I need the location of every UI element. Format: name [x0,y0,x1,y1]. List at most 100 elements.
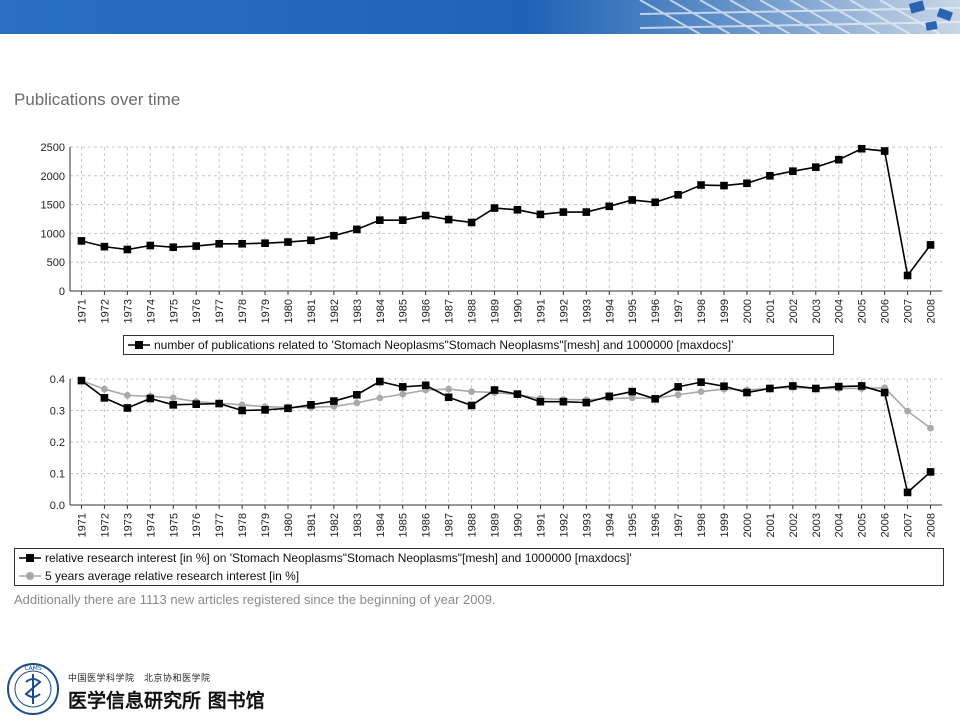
data-point [421,211,430,220]
x-tick-label: 1973 [122,513,134,537]
data-point [513,390,522,398]
x-tick-label: 1981 [306,299,318,323]
x-tick-label: 1984 [375,513,387,537]
data-point [467,401,476,410]
x-tick-label: 1985 [398,299,410,323]
data-point [169,394,177,402]
data-point [261,239,269,247]
data-point [330,397,338,405]
data-point [146,394,155,403]
data-point [215,239,223,248]
x-tick-label: 1982 [329,513,341,537]
data-point [192,242,201,250]
legend-square-marker-icon [128,341,150,349]
data-point [330,231,338,240]
x-tick-label: 2000 [742,513,754,537]
data-point [766,384,774,393]
publications-count-chart: 0 500 1000 1500 2000 2500 1971 1972 1973 1974 1975… [41,142,942,323]
data-point [375,216,384,224]
data-point [421,381,430,390]
data-point [376,394,384,402]
data-point [261,406,269,414]
data-point [674,383,682,391]
y-tick-label: 2000 [41,171,65,183]
data-point [353,399,361,407]
x-tick-label: 1977 [214,513,226,537]
chart1-legend-label: number of publications related to 'Stoma… [154,338,734,352]
x-tick-label: 1984 [375,299,387,323]
x-tick-label: 2007 [903,299,915,323]
x-tick-label: 2001 [765,513,777,537]
x-tick-label: 2008 [926,299,938,323]
x-tick-label: 2005 [857,513,869,537]
y-tick-label: 0.4 [50,374,65,386]
x-tick-label: 1996 [650,299,662,323]
y-tick-label: 1500 [41,200,65,212]
header-banner [0,0,960,34]
data-point [834,155,843,164]
data-point [743,179,751,188]
series-line-0 [81,147,932,278]
data-point [100,242,109,251]
x-tick-label: 1980 [283,299,295,323]
x-tick-label: 1986 [421,299,433,323]
x-tick-label: 1985 [398,513,410,537]
x-tick-label: 1979 [260,299,272,323]
chart1-legend: number of publications related to 'Stoma… [123,335,834,355]
x-tick-label: 1974 [145,299,157,323]
data-point [903,488,912,497]
data-point [490,386,499,394]
data-point [605,392,614,401]
data-point [559,208,568,216]
data-point [697,181,705,189]
data-point [628,387,637,396]
y-tick-label: 500 [47,257,65,269]
x-tick-label: 1994 [604,299,616,323]
x-tick-label: 1990 [512,513,524,537]
data-point [789,167,797,175]
x-tick-label: 1987 [444,513,456,537]
x-tick-label: 2006 [880,299,892,323]
data-point [674,191,682,199]
data-point [100,394,109,402]
data-point [238,406,246,415]
data-point [743,388,751,397]
data-point [123,404,132,412]
data-point [697,378,705,386]
data-point [238,239,246,248]
x-tick-label: 2005 [857,299,869,323]
data-point [903,271,912,280]
data-point [605,202,614,211]
footer-institute-name: 医学信息研究所 图书馆 [68,690,265,712]
data-point [398,216,407,224]
data-point [77,237,86,245]
data-point [444,393,453,402]
data-point [834,382,843,391]
data-point [169,401,178,409]
x-tick-label: 1992 [558,513,570,537]
chart2-legend-label-relative: relative research interest [in %] on 'St… [45,551,632,565]
x-tick-label: 1971 [76,513,88,537]
x-tick-label: 2002 [788,299,800,323]
x-tick-label: 1977 [214,299,226,323]
x-tick-label: 1991 [535,299,547,323]
x-tick-label: 1990 [512,299,524,323]
data-point [582,398,591,407]
x-tick-label: 1997 [673,299,685,323]
data-point [559,397,568,406]
x-tick-label: 1976 [191,513,203,537]
x-tick-label: 1975 [168,299,180,323]
y-tick-label: 0 [59,286,65,298]
data-point [811,163,820,171]
x-tick-label: 1975 [168,513,180,537]
x-tick-label: 1996 [650,513,662,537]
data-point [468,388,475,395]
data-point [880,388,889,397]
x-tick-label: 1981 [306,513,318,537]
logo-text: CAMS [24,665,41,672]
x-tick-label: 1995 [627,513,639,537]
x-tick-label: 1978 [237,299,249,323]
y-tick-label: 1000 [41,228,65,240]
data-point [445,385,453,393]
data-point [720,181,728,190]
